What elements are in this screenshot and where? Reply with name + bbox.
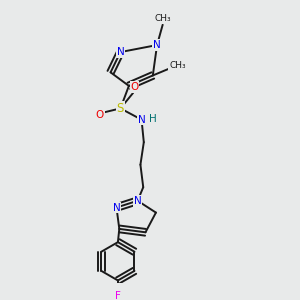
Text: S: S — [117, 102, 124, 115]
Text: N: N — [153, 40, 161, 50]
Text: CH₃: CH₃ — [169, 61, 186, 70]
Text: N: N — [138, 115, 146, 125]
Text: N: N — [134, 196, 142, 206]
Text: N: N — [117, 47, 124, 57]
Text: O: O — [130, 82, 139, 92]
Text: F: F — [115, 291, 121, 300]
Text: N: N — [112, 202, 120, 212]
Text: CH₃: CH₃ — [154, 14, 171, 23]
Text: H: H — [149, 114, 157, 124]
Text: O: O — [95, 110, 104, 120]
